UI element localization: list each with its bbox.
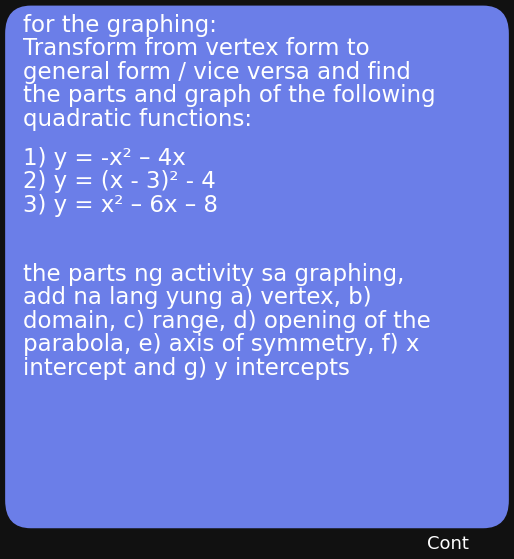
- Text: the parts and graph of the following: the parts and graph of the following: [23, 84, 436, 107]
- Text: the parts ng activity sa graphing,: the parts ng activity sa graphing,: [23, 263, 405, 286]
- Text: for the graphing:: for the graphing:: [23, 14, 217, 37]
- Text: 1) y = -x² – 4x: 1) y = -x² – 4x: [23, 147, 186, 170]
- Text: parabola, e) axis of symmetry, f) x: parabola, e) axis of symmetry, f) x: [23, 333, 419, 356]
- Text: domain, c) range, d) opening of the: domain, c) range, d) opening of the: [23, 310, 431, 333]
- Text: Cont: Cont: [427, 536, 468, 553]
- Text: Transform from vertex form to: Transform from vertex form to: [23, 37, 370, 60]
- FancyBboxPatch shape: [5, 6, 509, 528]
- Text: quadratic functions:: quadratic functions:: [23, 108, 252, 131]
- Text: 3) y = x² – 6x – 8: 3) y = x² – 6x – 8: [23, 194, 218, 217]
- Text: add na lang yung a) vertex, b): add na lang yung a) vertex, b): [23, 286, 372, 309]
- Text: general form / vice versa and find: general form / vice versa and find: [23, 61, 411, 84]
- Text: 2) y = (x - 3)² - 4: 2) y = (x - 3)² - 4: [23, 170, 216, 193]
- Text: intercept and g) y intercepts: intercept and g) y intercepts: [23, 357, 350, 380]
